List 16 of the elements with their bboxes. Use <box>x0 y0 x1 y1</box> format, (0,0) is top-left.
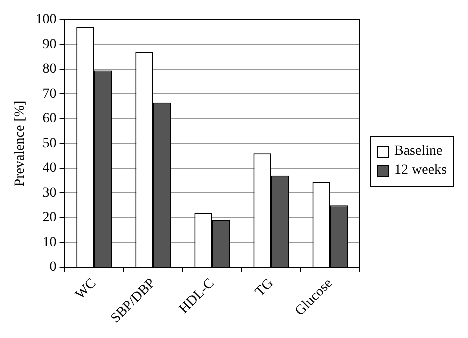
x-tick-label: WC <box>73 276 100 303</box>
y-tick-label: 40 <box>42 161 57 176</box>
y-tick-label: 70 <box>42 86 57 102</box>
y-tick-label: 20 <box>42 210 57 226</box>
y-tick-label: 0 <box>50 260 57 276</box>
y-axis-title: Prevalence [%] <box>13 100 28 187</box>
y-tick-label: 10 <box>42 235 57 250</box>
y-tick-label: 30 <box>42 186 57 201</box>
y-tick-label: 90 <box>42 37 57 52</box>
x-tick-label: TG <box>253 276 277 300</box>
y-tick-label: 100 <box>36 12 57 28</box>
y-tick-label: 60 <box>42 112 57 127</box>
y-tick-label: 50 <box>42 136 57 152</box>
y-tick-label: 80 <box>42 62 57 78</box>
legend-label: 12 weeks <box>394 163 447 179</box>
text: Baseline <box>394 144 443 160</box>
